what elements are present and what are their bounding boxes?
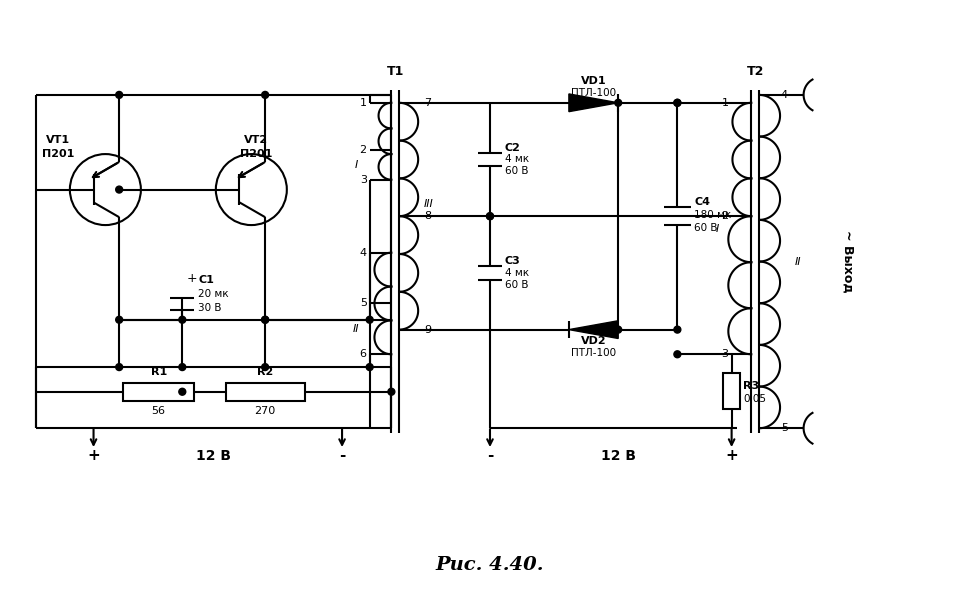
Text: T1: T1 [386,65,404,78]
Bar [123,383,194,400]
Text: 5: 5 [359,298,367,308]
Circle shape [261,316,268,323]
Circle shape [673,99,680,106]
Text: 0,05: 0,05 [742,394,766,404]
Text: -: - [486,448,493,463]
Text: П201: П201 [240,149,272,159]
Text: I: I [354,160,357,170]
Text: VD1: VD1 [580,76,605,86]
Circle shape [673,99,680,106]
Text: 1: 1 [721,98,728,108]
Circle shape [261,364,268,370]
Text: 30 В: 30 В [198,303,221,313]
Text: -: - [338,448,345,463]
Text: П201: П201 [42,149,74,159]
Text: I: I [716,223,719,234]
Circle shape [366,364,373,370]
Text: 12 В: 12 В [197,449,231,463]
Text: 2: 2 [721,211,728,221]
Bar [226,383,304,400]
Text: 3: 3 [359,175,367,185]
Text: 6: 6 [359,349,367,359]
Text: 180 мк: 180 мк [693,210,731,220]
Text: 60 В: 60 В [693,223,717,233]
Text: 7: 7 [423,98,430,108]
Text: VT1: VT1 [46,135,70,146]
Text: II: II [794,257,800,266]
Circle shape [115,186,122,193]
Text: +: + [725,448,737,463]
Circle shape [115,316,122,323]
Bar [722,373,739,409]
Text: 5: 5 [780,423,787,433]
Text: ПТЛ-100: ПТЛ-100 [570,349,615,358]
Text: VD2: VD2 [580,336,605,347]
Text: 270: 270 [254,406,276,417]
Text: 8: 8 [423,211,430,221]
Polygon shape [568,321,617,338]
Circle shape [179,364,186,370]
Circle shape [673,326,680,333]
Text: II: II [352,324,359,333]
Circle shape [614,326,621,333]
Circle shape [614,99,621,106]
Circle shape [261,316,268,323]
Circle shape [486,213,493,220]
Text: 12 В: 12 В [600,449,635,463]
Text: 1: 1 [359,98,367,108]
Circle shape [115,91,122,98]
Text: C4: C4 [693,198,709,207]
Text: 56: 56 [152,406,165,417]
Text: 60 В: 60 В [505,280,528,290]
Text: 4: 4 [780,90,787,100]
Circle shape [387,388,394,395]
Polygon shape [568,94,617,112]
Circle shape [115,364,122,370]
Text: 9: 9 [423,324,430,335]
Text: ~ Выход: ~ Выход [841,230,854,293]
Text: C1: C1 [198,275,214,285]
Circle shape [486,213,493,220]
Circle shape [179,316,186,323]
Circle shape [261,91,268,98]
Text: R1: R1 [151,367,166,377]
Text: R3: R3 [742,381,759,391]
Text: C3: C3 [505,256,520,266]
Text: Рис. 4.40.: Рис. 4.40. [435,556,544,574]
Text: 2: 2 [359,145,367,155]
Circle shape [179,388,186,395]
Text: C2: C2 [505,143,520,153]
Text: VT2: VT2 [244,135,268,146]
Text: 4: 4 [359,248,367,258]
Text: +: + [87,448,100,463]
Text: 4 мк: 4 мк [505,268,528,278]
Text: +: + [186,272,197,285]
Text: ПТЛ-100: ПТЛ-100 [570,88,615,98]
Text: III: III [423,199,433,210]
Circle shape [673,351,680,358]
Text: 4 мк: 4 мк [505,155,528,164]
Text: 20 мк: 20 мк [198,289,229,299]
Text: R2: R2 [257,367,273,377]
Text: 60 В: 60 В [505,166,528,176]
Text: 3: 3 [721,349,728,359]
Circle shape [366,316,373,323]
Text: T2: T2 [746,65,763,78]
